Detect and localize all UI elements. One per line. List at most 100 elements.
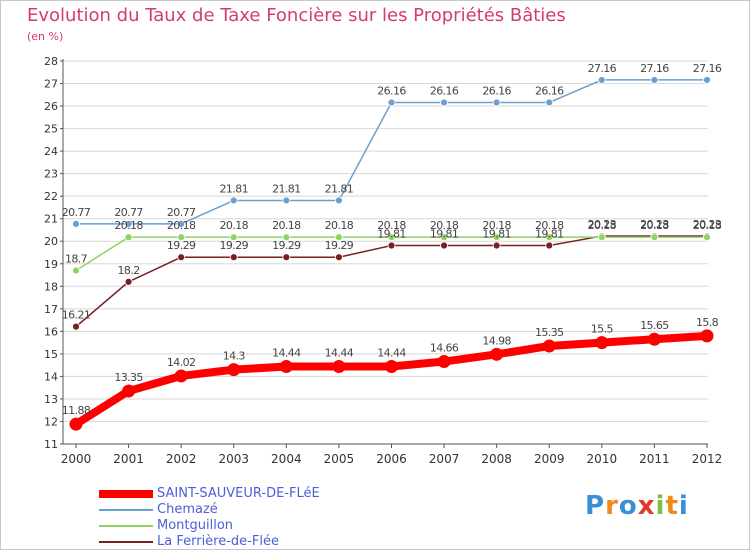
- x-tick-label-2010: 2010: [587, 452, 618, 466]
- point-montguillon-2005: [335, 233, 343, 242]
- y-tick-label-23: 23: [44, 168, 58, 181]
- data-label-saint-sauveur-2008: 14.98: [482, 334, 511, 347]
- point-chemaze-2006: [387, 98, 396, 107]
- point-montguillon-2002: [177, 233, 186, 242]
- data-label-chemaze-2007: 26.16: [430, 84, 459, 97]
- logo-letter: x: [637, 491, 656, 521]
- data-label-saint-sauveur-2004: 14.44: [272, 346, 301, 359]
- point-saint-sauveur-2010: [595, 336, 609, 350]
- logo-letter: P: [585, 491, 606, 521]
- point-chemaze-2003: [229, 196, 238, 205]
- data-label-montguillon-2005: 20.18: [325, 219, 354, 232]
- point-saint-sauveur-2012: [700, 329, 714, 343]
- y-tick-label-19: 19: [44, 258, 58, 271]
- legend-swatch-chemaze: [99, 509, 153, 511]
- data-label-la-ferriere-2010: 20.23: [588, 218, 617, 231]
- data-label-la-ferriere-2009: 19.81: [535, 228, 564, 241]
- chart-title: Evolution du Taux de Taxe Foncière sur l…: [27, 5, 566, 26]
- data-label-chemaze-2001: 20.77: [114, 206, 143, 219]
- legend-swatch-montguillon: [99, 525, 153, 527]
- point-saint-sauveur-2002: [174, 369, 188, 383]
- point-montguillon-2000: [72, 266, 80, 275]
- x-tick-label-2008: 2008: [481, 452, 512, 466]
- point-saint-sauveur-2001: [122, 384, 136, 398]
- point-chemaze-2004: [282, 196, 291, 205]
- data-label-chemaze-2002: 20.77: [167, 206, 196, 219]
- data-label-la-ferriere-2001: 18.2: [118, 264, 140, 277]
- point-chemaze-2002: [177, 219, 186, 228]
- data-label-chemaze-2003: 21.81: [220, 182, 249, 195]
- data-label-saint-sauveur-2007: 14.66: [430, 342, 459, 355]
- x-tick-label-2006: 2006: [376, 452, 407, 466]
- y-tick-label-22: 22: [44, 190, 58, 203]
- data-label-la-ferriere-2002: 19.29: [167, 239, 196, 252]
- point-saint-sauveur-2006: [385, 359, 398, 373]
- point-la-ferriere-2009: [545, 241, 554, 250]
- data-label-saint-sauveur-2010: 15.5: [591, 323, 614, 336]
- point-la-ferriere-2003: [229, 253, 238, 262]
- data-label-montguillon-2010: 20.18: [588, 219, 617, 232]
- point-chemaze-2005: [335, 196, 343, 205]
- point-saint-sauveur-2000: [69, 417, 83, 431]
- legend-swatch-saint-sauveur: [99, 490, 153, 498]
- data-label-saint-sauveur-2003: 14.3: [223, 350, 246, 363]
- legend-label-la-ferriere: La Ferrière-de-Flée: [157, 534, 279, 549]
- point-saint-sauveur-2003: [227, 363, 241, 377]
- data-label-saint-sauveur-2012: 15.8: [696, 316, 719, 329]
- y-tick-label-20: 20: [44, 235, 58, 248]
- point-montguillon-2008: [492, 233, 501, 242]
- point-saint-sauveur-2005: [332, 359, 346, 373]
- point-chemaze-2007: [440, 98, 448, 107]
- series-group: [69, 76, 714, 431]
- data-label-chemaze-2004: 21.81: [272, 182, 301, 195]
- data-labels: 11.88 13.35 14.02 14.3 14.44 14.44 14.44 14.66 1…: [62, 62, 723, 417]
- y-tick-label-21: 21: [44, 213, 58, 226]
- x-tick-label-2003: 2003: [218, 452, 249, 466]
- legend-swatch-la-ferriere: [99, 541, 153, 543]
- point-la-ferriere-2007: [440, 241, 448, 250]
- y-tick-label-27: 27: [44, 78, 58, 91]
- data-label-la-ferriere-2006: 19.81: [377, 228, 406, 241]
- x-tick-label-2004: 2004: [271, 452, 302, 466]
- y-tick-label-18: 18: [44, 280, 58, 293]
- point-montguillon-2010: [597, 233, 606, 242]
- point-montguillon-2006: [387, 233, 396, 242]
- data-label-saint-sauveur-2000: 11.88: [62, 404, 91, 417]
- data-label-la-ferriere-2007: 19.81: [430, 228, 459, 241]
- data-label-chemaze-2000: 20.77: [62, 206, 91, 219]
- y-tick-label-28: 28: [44, 55, 58, 68]
- point-la-ferriere-2006: [387, 241, 396, 250]
- data-label-montguillon-2003: 20.18: [220, 219, 249, 232]
- data-label-saint-sauveur-2001: 13.35: [114, 371, 143, 384]
- y-tick-label-24: 24: [44, 145, 58, 158]
- y-tick-label-17: 17: [44, 303, 58, 316]
- y-tick-label-12: 12: [44, 415, 58, 428]
- y-tick-label-15: 15: [44, 348, 58, 361]
- point-chemaze-2011: [650, 76, 659, 84]
- point-la-ferriere-2005: [335, 253, 343, 262]
- data-label-saint-sauveur-2009: 15.35: [535, 326, 564, 339]
- point-saint-sauveur-2011: [647, 332, 661, 346]
- data-label-montguillon-2006: 20.18: [377, 219, 406, 232]
- x-tick-label-2012: 2012: [692, 452, 723, 466]
- point-chemaze-2000: [72, 219, 80, 228]
- data-label-chemaze-2006: 26.16: [377, 84, 406, 97]
- point-chemaze-2008: [492, 98, 501, 107]
- data-label-la-ferriere-2000: 16.21: [62, 309, 91, 322]
- y-tick-label-26: 26: [44, 100, 58, 113]
- data-label-la-ferriere-2004: 19.29: [272, 239, 301, 252]
- y-tick-label-16: 16: [44, 325, 58, 338]
- data-label-la-ferriere-2008: 19.81: [482, 228, 511, 241]
- point-la-ferriere-2002: [177, 253, 186, 262]
- x-tick-label-2002: 2002: [166, 452, 197, 466]
- logo-letter: i: [655, 491, 666, 521]
- data-label-montguillon-2007: 20.18: [430, 219, 459, 232]
- point-la-ferriere-2001: [124, 277, 133, 286]
- data-label-montguillon-2000: 18.7: [65, 253, 88, 266]
- point-montguillon-2003: [229, 233, 238, 242]
- data-label-chemaze-2010: 27.16: [588, 62, 617, 75]
- data-label-chemaze-2011: 27.16: [640, 62, 669, 75]
- point-la-ferriere-2004: [282, 253, 291, 262]
- legend-label-chemaze: Chemazé: [157, 502, 218, 517]
